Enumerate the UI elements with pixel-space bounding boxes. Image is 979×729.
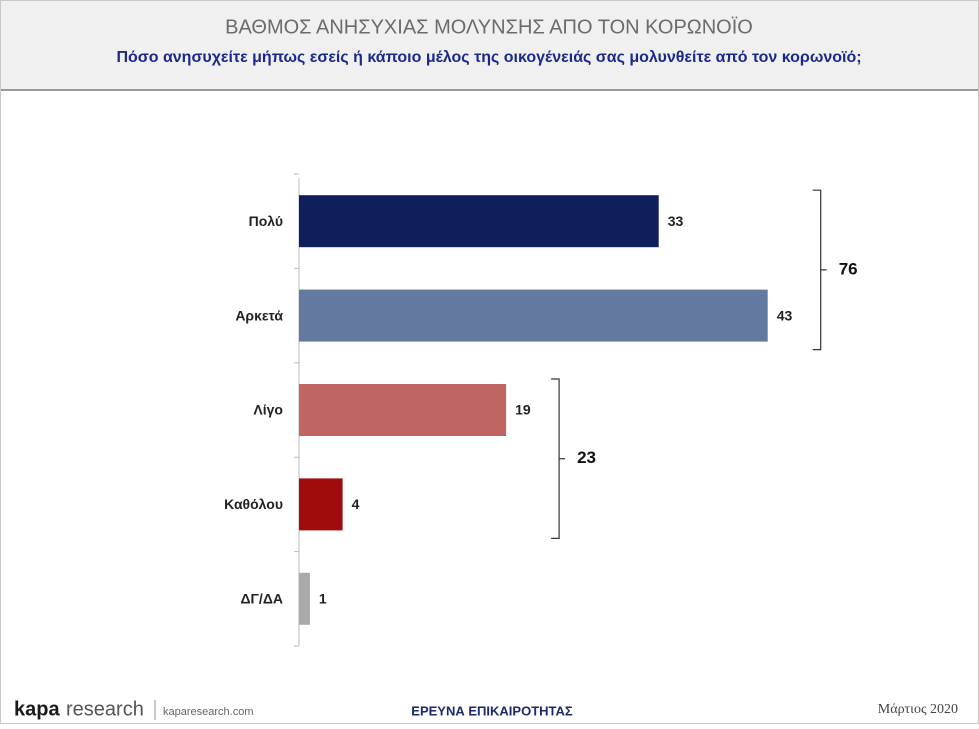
bracket-label: 76	[839, 259, 858, 278]
bar	[299, 289, 768, 342]
header-band	[0, 0, 979, 90]
category-label: Καθόλου	[224, 496, 283, 512]
category-label: Πολύ	[249, 213, 283, 229]
brand-suffix: research	[66, 698, 144, 720]
chart-subtitle: Πόσο ανησυχείτε μήπως εσείς ή κάποιο μέλ…	[116, 49, 861, 66]
value-label: 19	[515, 402, 531, 418]
website: kaparesearch.com	[163, 706, 254, 718]
bar	[299, 572, 310, 625]
bar	[299, 195, 659, 248]
category-label: Λίγο	[253, 402, 283, 418]
brand: kapa	[14, 698, 60, 720]
category-label: Αρκετά	[235, 307, 283, 323]
value-label: 1	[319, 591, 327, 607]
value-label: 4	[352, 496, 360, 512]
footer-date: Μάρτιος 2020	[878, 702, 958, 717]
chart-title: ΒΑΘΜΟΣ ΑΝΗΣΥΧΙΑΣ ΜΟΛΥΝΣΗΣ ΑΠΟ ΤΟΝ ΚΟΡΩΝΟ…	[225, 16, 753, 38]
value-label: 43	[777, 307, 793, 323]
value-label: 33	[668, 213, 684, 229]
bar	[299, 478, 343, 531]
bracket-label: 23	[577, 448, 596, 467]
category-label: ΔΓ/ΔΑ	[240, 591, 283, 607]
bar	[299, 384, 507, 436]
footer-center: ΕΡΕΥΝΑ ΕΠΙΚΑΙΡΟΤΗΤΑΣ	[411, 703, 573, 718]
